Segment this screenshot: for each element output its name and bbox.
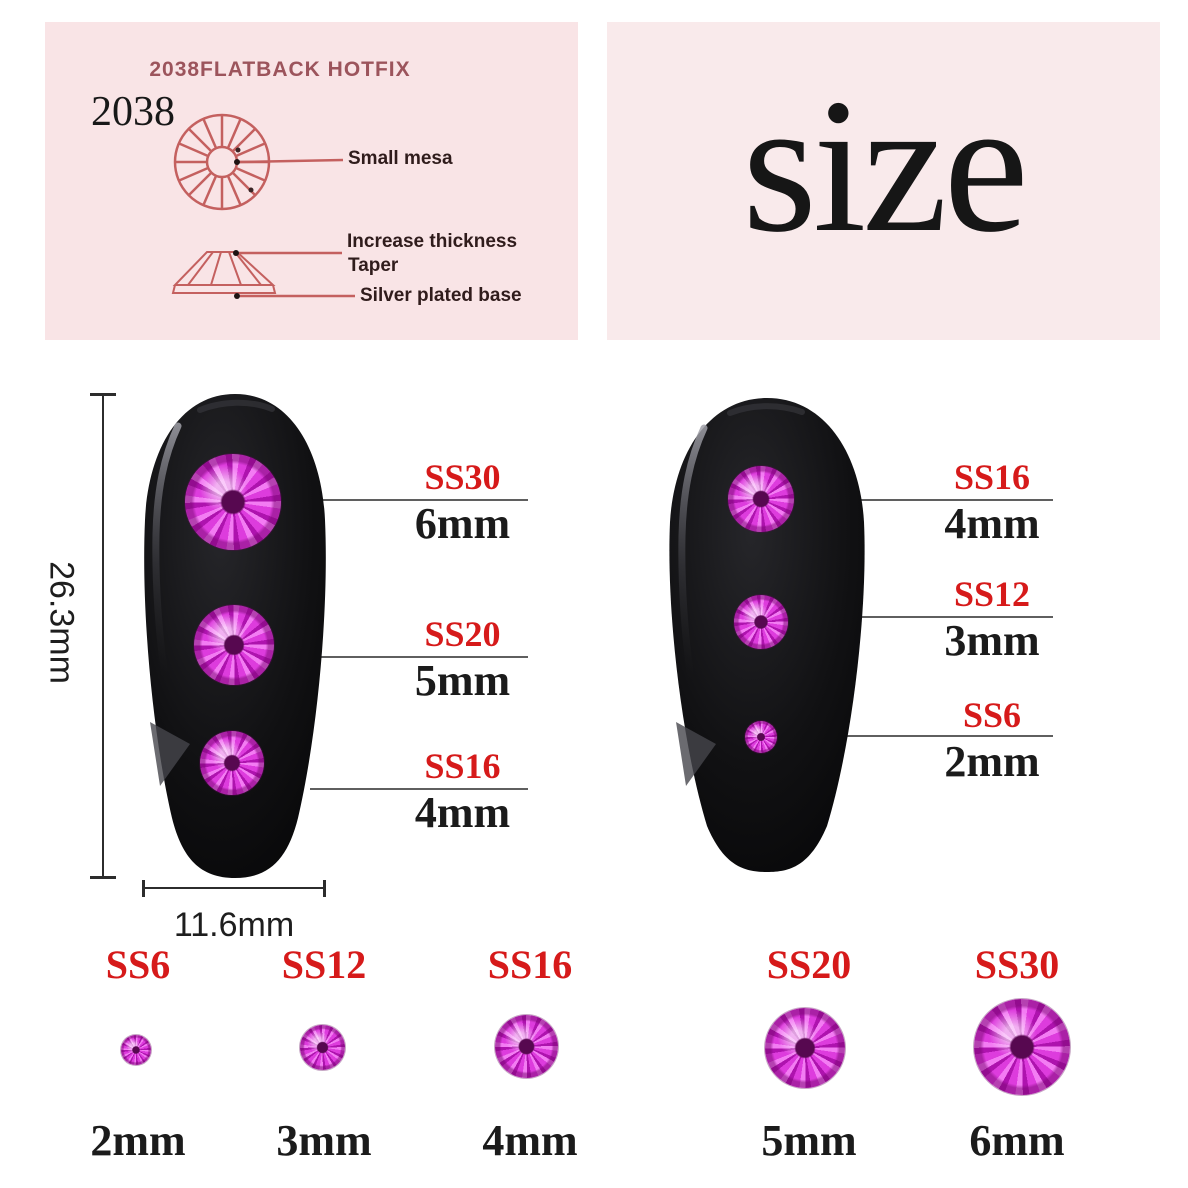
label-ss16-left: SS16	[424, 746, 501, 786]
label-ss30: SS30	[424, 457, 501, 497]
row-label-4mm: 4mm	[482, 1116, 578, 1165]
width-measure-label: 11.6mm	[173, 906, 295, 944]
rhinestone-ss16-on-nail2	[728, 466, 794, 532]
spec-box: 2038FLATBACK HOTFIX 2038	[45, 22, 578, 340]
width-measure-cap-right	[323, 880, 326, 897]
rhinestone-ss12-on-nail	[734, 595, 788, 649]
width-measure-cap-left	[142, 880, 145, 897]
width-measure-line	[143, 887, 325, 889]
length-measure-cap-bottom	[90, 876, 116, 879]
facet-dot	[248, 187, 254, 193]
label-ss6: SS6	[962, 695, 1022, 735]
rhinestone-ss30-on-nail	[185, 454, 281, 550]
callout-line-ss30	[310, 499, 528, 501]
mesa-dot	[234, 159, 240, 165]
label-4mm-left: 4mm	[414, 788, 511, 837]
rhinestone-side-view	[171, 251, 277, 294]
callout-line-ss12	[858, 616, 1053, 618]
callout-silver-plated-base: Silver plated base	[360, 285, 522, 306]
spec-box-title: 2038FLATBACK HOTFIX	[149, 58, 411, 81]
callout-taper: Taper	[348, 255, 399, 276]
row-rhinestone-ss6	[121, 1035, 151, 1065]
thickness-dot	[233, 250, 239, 256]
row-rhinestone-ss16	[495, 1015, 558, 1078]
row-label-ss12: SS12	[281, 942, 367, 987]
label-ss20: SS20	[424, 614, 501, 654]
callout-line-ss16-right	[858, 499, 1053, 501]
nail-left-gloss-streak	[152, 422, 182, 680]
length-measure-label: 26.3mm	[42, 561, 81, 684]
nail-right-top-sheen	[727, 403, 805, 416]
length-measure-cap-top	[90, 393, 116, 396]
nail-left-highlight-wedge	[150, 722, 190, 786]
facet-dot	[235, 147, 241, 153]
label-ss16-right: SS16	[953, 457, 1031, 497]
row-rhinestone-ss20	[765, 1008, 845, 1088]
base-dot	[234, 293, 240, 299]
label-5mm: 5mm	[414, 656, 511, 705]
rhinestone-ss16-on-nail	[200, 731, 264, 795]
mesa-leader-line	[239, 158, 344, 164]
row-label-ss6: SS6	[105, 942, 171, 987]
size-box: size	[607, 22, 1160, 340]
label-3mm: 3mm	[944, 616, 1040, 665]
label-ss12: SS12	[953, 574, 1031, 614]
row-label-ss16: SS16	[487, 942, 573, 987]
length-measure-line	[102, 394, 104, 879]
callout-increase-thickness: Increase thickness	[347, 231, 518, 252]
nail-left-top-sheen	[197, 399, 275, 413]
row-label-5mm: 5mm	[761, 1116, 857, 1165]
row-rhinestone-ss30	[974, 999, 1070, 1095]
nail-right-highlight-wedge	[676, 722, 716, 786]
model-number: 2038	[91, 89, 175, 135]
label-4mm-right: 4mm	[944, 499, 1040, 548]
callout-small-mesa: Small mesa	[348, 148, 453, 169]
size-heading: size	[742, 59, 1028, 272]
nail-right-gloss-streak	[678, 424, 708, 682]
callout-line-ss16-left	[310, 788, 528, 790]
row-label-3mm: 3mm	[276, 1116, 372, 1165]
row-label-ss30: SS30	[974, 942, 1060, 987]
callout-line-ss6	[840, 735, 1053, 737]
callout-line-ss20	[312, 656, 528, 658]
rhinestone-technical-diagram	[171, 113, 355, 299]
row-label-6mm: 6mm	[969, 1116, 1065, 1165]
rhinestone-ss6-on-nail	[745, 721, 777, 753]
row-label-2mm: 2mm	[90, 1116, 186, 1165]
label-6mm: 6mm	[414, 499, 511, 548]
row-label-ss20: SS20	[766, 942, 852, 987]
rhinestone-ss20-on-nail	[194, 605, 274, 685]
row-rhinestone-ss12	[300, 1025, 345, 1070]
label-2mm: 2mm	[944, 737, 1040, 786]
